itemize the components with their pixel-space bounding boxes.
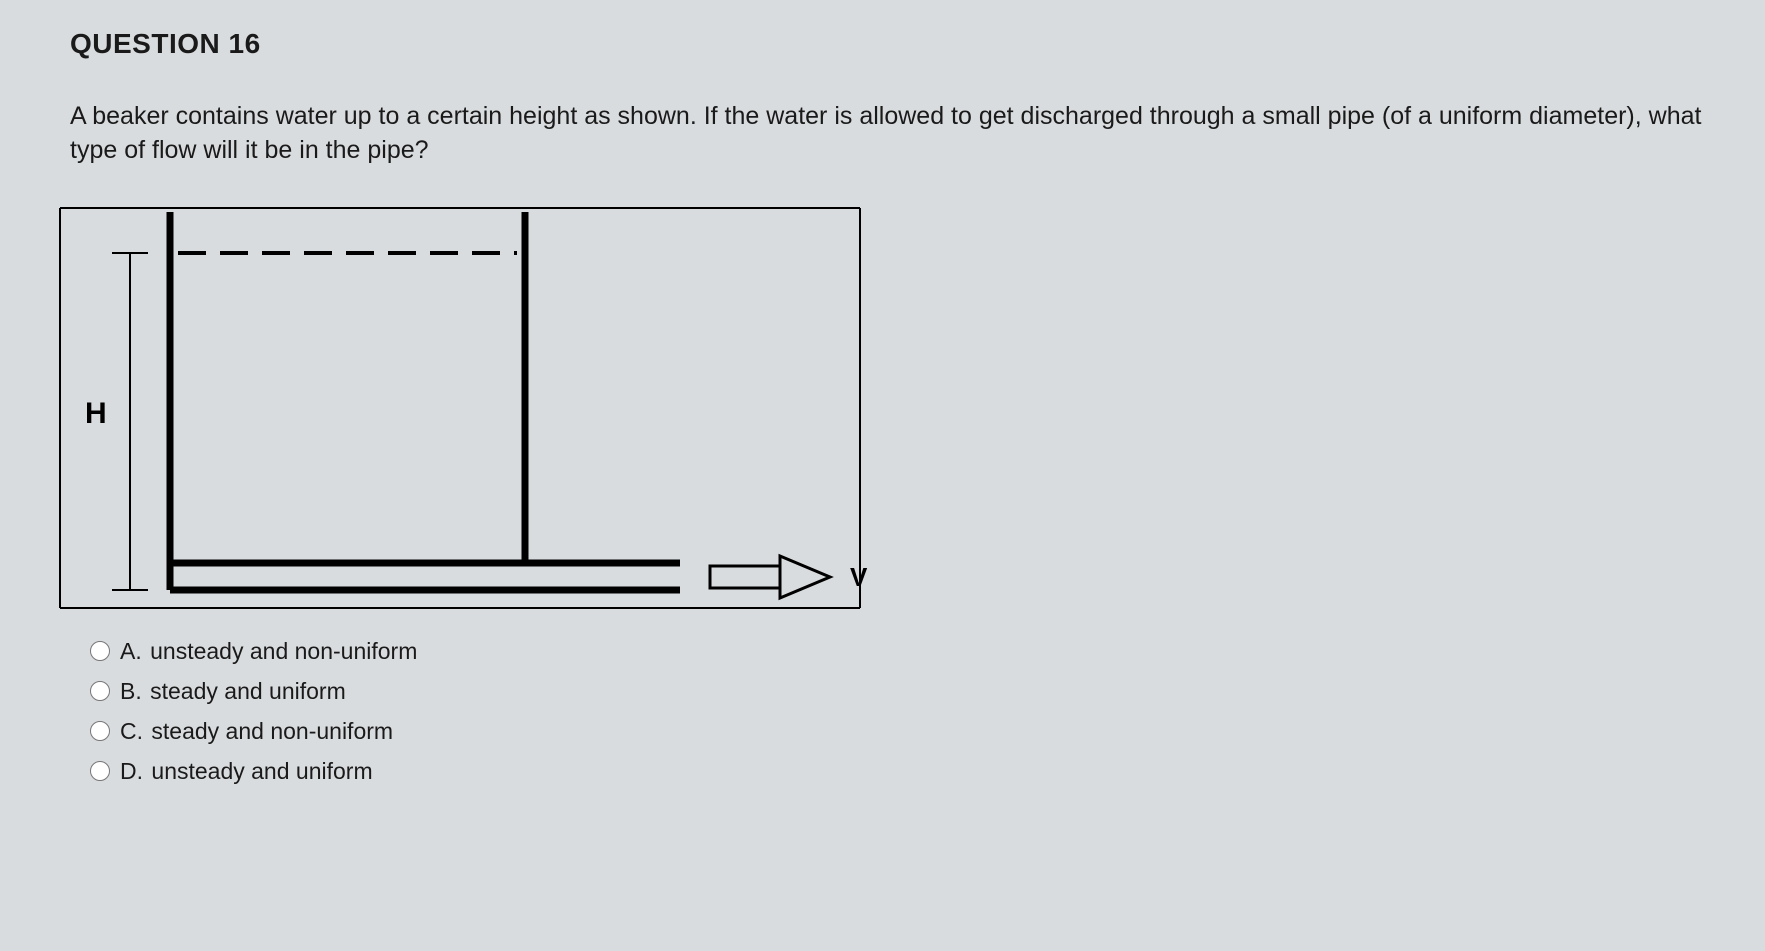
option-c-letter: C	[120, 718, 143, 744]
option-c-radio[interactable]	[90, 721, 110, 741]
option-a[interactable]: A unsteady and non-uniform	[90, 638, 1705, 665]
answer-options: A unsteady and non-uniform B steady and …	[90, 638, 1705, 785]
option-a-letter: A	[120, 638, 142, 664]
option-b-text: steady and uniform	[150, 678, 346, 704]
question-heading: QUESTION 16	[70, 28, 1705, 60]
svg-text:H: H	[85, 397, 107, 430]
option-d-radio[interactable]	[90, 761, 110, 781]
option-c[interactable]: C steady and non-uniform	[90, 718, 1705, 745]
option-d-text: unsteady and uniform	[151, 758, 372, 784]
beaker-diagram: HV	[40, 198, 890, 618]
option-a-text: unsteady and non-uniform	[150, 638, 417, 664]
option-c-text: steady and non-uniform	[151, 718, 393, 744]
question-text: A beaker contains water up to a certain …	[70, 100, 1705, 168]
option-b[interactable]: B steady and uniform	[90, 678, 1705, 705]
option-a-radio[interactable]	[90, 641, 110, 661]
option-b-radio[interactable]	[90, 681, 110, 701]
option-d-letter: D	[120, 758, 143, 784]
option-d[interactable]: D unsteady and uniform	[90, 758, 1705, 785]
svg-text:V: V	[850, 562, 868, 592]
option-b-letter: B	[120, 678, 142, 704]
